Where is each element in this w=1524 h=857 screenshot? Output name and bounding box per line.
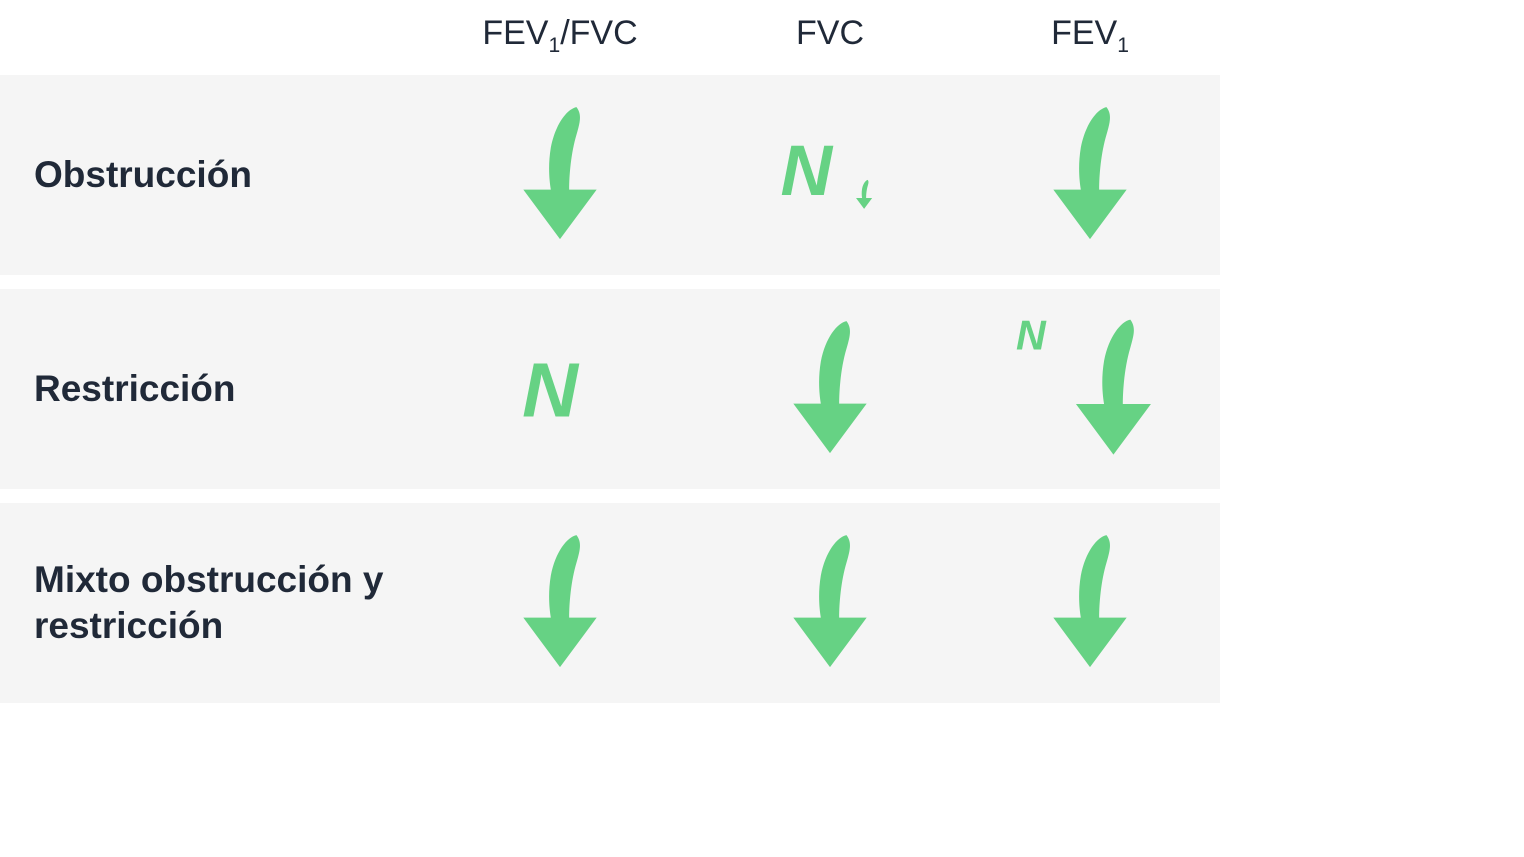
header-text: FVC — [796, 14, 864, 52]
cell-r1-c0 — [420, 289, 700, 489]
down-icon — [505, 100, 615, 250]
header-blank — [0, 0, 420, 75]
cell-r0-c0 — [420, 75, 700, 275]
down-icon — [1035, 528, 1145, 678]
n-icon — [517, 346, 603, 432]
cell-r2-c2 — [960, 503, 1220, 703]
cell-r0-c1 — [700, 75, 960, 275]
down-icon — [1035, 100, 1145, 250]
down-icon — [775, 528, 885, 678]
header-text: FEV1 — [1051, 14, 1129, 52]
row-gap — [0, 275, 1220, 289]
cell-r2-c0 — [420, 503, 700, 703]
row-label-mixto: Mixto obstrucción y restricción — [0, 503, 420, 703]
header-fvc: FVC — [700, 0, 960, 75]
row-label-text: Restricción — [34, 366, 236, 412]
down-icon — [505, 528, 615, 678]
cell-r1-c1 — [700, 289, 960, 489]
row-label-obstruccion: Obstrucción — [0, 75, 420, 275]
header-text: FEV1/FVC — [482, 14, 637, 52]
spirometry-patterns-table: FEV1/FVC FVC FEV1 Obstrucción Restricció… — [0, 0, 1220, 703]
header-fev1-fvc: FEV1/FVC — [420, 0, 700, 75]
down-icon — [775, 314, 885, 464]
row-label-restriccion: Restricción — [0, 289, 420, 489]
row-label-text: Mixto obstrucción y restricción — [34, 557, 420, 650]
cell-r2-c1 — [700, 503, 960, 703]
n-down-icon — [1010, 314, 1170, 464]
header-fev1: FEV1 — [960, 0, 1220, 75]
cell-r1-c2 — [960, 289, 1220, 489]
row-label-text: Obstrucción — [34, 152, 252, 198]
cell-r0-c2 — [960, 75, 1220, 275]
row-gap — [0, 489, 1220, 503]
n-small-down-icon — [775, 129, 885, 221]
